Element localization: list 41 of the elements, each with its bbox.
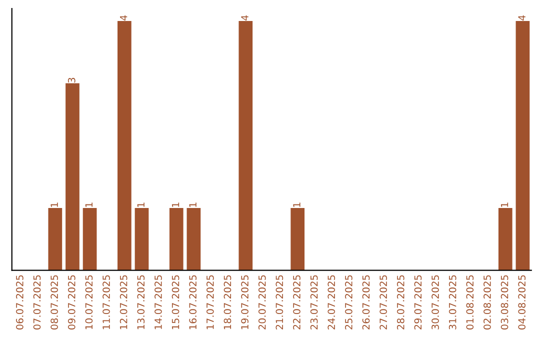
x-tick-label: 16.07.2025 [189, 275, 197, 330]
data-label: 4 [241, 15, 248, 20]
x-tick-label: 21.07.2025 [276, 275, 284, 330]
x-tick-label: 11.07.2025 [102, 275, 110, 330]
x-tick-label: 13.07.2025 [137, 275, 145, 330]
x-tick-label: 15.07.2025 [172, 275, 180, 330]
x-tick-label: 19.07.2025 [241, 275, 248, 330]
x-tick-label: 17.07.2025 [206, 275, 214, 330]
x-tick-label: 08.07.2025 [50, 275, 58, 330]
x-tick-label: 25.07.2025 [345, 275, 352, 330]
data-label: 1 [85, 202, 92, 207]
x-tick-label: 30.07.2025 [432, 275, 439, 330]
x-tick-label: 01.08.2025 [466, 275, 474, 330]
x-tick-label: 31.07.2025 [448, 275, 456, 330]
x-tick-label: 06.07.2025 [16, 275, 24, 330]
x-tick-label: 22.07.2025 [293, 275, 300, 330]
x-tick-label: 02.08.2025 [484, 275, 491, 330]
data-label: 1 [293, 202, 300, 207]
x-tick-label: 24.07.2025 [328, 275, 336, 330]
x-tick-label: 28.07.2025 [396, 275, 404, 330]
x-tick-label: 04.08.2025 [518, 275, 526, 330]
x-tick-label: 12.07.2025 [120, 275, 128, 330]
data-label: 1 [50, 202, 58, 207]
x-tick-label: 20.07.2025 [258, 275, 266, 330]
x-tick-label: 23.07.2025 [310, 275, 318, 330]
x-tick-label: 26.07.2025 [362, 275, 370, 330]
x-tick-label: 29.07.2025 [414, 275, 422, 330]
x-tick-label: 09.07.2025 [68, 275, 76, 330]
x-tick-label: 07.07.2025 [33, 275, 41, 330]
data-label: 1 [172, 202, 180, 207]
x-tick-label: 18.07.2025 [224, 275, 232, 330]
x-tick-label: 10.07.2025 [85, 275, 93, 330]
data-label: 1 [189, 202, 196, 207]
data-label: 1 [500, 202, 508, 207]
data-label: 3 [68, 78, 76, 83]
x-tick-label: 14.07.2025 [154, 275, 162, 330]
data-label: 4 [518, 15, 526, 20]
data-label: 1 [137, 202, 144, 207]
x-tick-label: 03.08.2025 [500, 275, 508, 330]
data-label: 4 [120, 15, 128, 20]
x-tick-label: 27.07.2025 [380, 275, 387, 330]
